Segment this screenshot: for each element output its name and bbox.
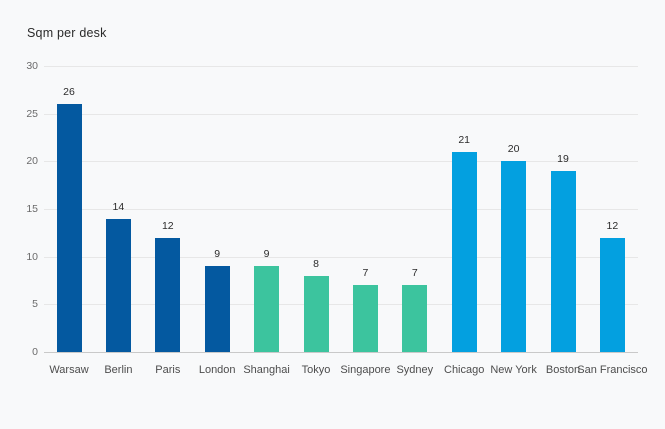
bar-paris — [155, 237, 181, 352]
bar-tokyo — [303, 275, 329, 352]
bar-warsaw — [56, 104, 82, 352]
x-axis-label-singapore: Singapore — [340, 364, 391, 376]
gridline-10 — [44, 256, 638, 258]
bar-value-label-sydney: 7 — [411, 267, 418, 280]
bar-san-francisco — [599, 237, 625, 352]
bar-value-label-paris: 12 — [161, 219, 174, 232]
bar-singapore — [352, 285, 378, 352]
bar-value-label-warsaw: 26 — [63, 86, 75, 99]
x-axis-label-tokyo: Tokyo — [301, 364, 331, 376]
y-tick-label-15: 15 — [26, 203, 38, 215]
y-tick-label-5: 5 — [32, 298, 38, 311]
bar-value-label-berlin: 14 — [112, 200, 125, 213]
x-axis-label-sydney: Sydney — [396, 364, 434, 376]
x-axis-label-new-york: New York — [490, 364, 537, 376]
y-tick-label-25: 25 — [26, 107, 38, 120]
bar-value-label-chicago: 21 — [458, 133, 471, 146]
gridline-15 — [44, 209, 638, 210]
x-axis-label-london: London — [198, 364, 236, 376]
bar-value-label-tokyo: 8 — [313, 257, 319, 270]
gridline-25 — [44, 113, 638, 115]
bar-shanghai — [254, 266, 280, 352]
x-axis-label-shanghai: Shanghai — [243, 364, 290, 376]
bar-value-label-new-york: 20 — [507, 143, 520, 156]
bar-chicago — [451, 151, 477, 352]
x-axis-label-boston: Boston — [545, 364, 581, 376]
gridline-0 — [44, 352, 638, 353]
bar-value-label-london: 9 — [214, 248, 221, 261]
bar-sydney — [402, 285, 428, 352]
x-axis-label-berlin: Berlin — [104, 364, 133, 376]
y-tick-label-30: 30 — [26, 60, 38, 72]
x-axis-label-chicago: Chicago — [444, 364, 485, 376]
bar-boston — [550, 170, 576, 352]
chart-title: Sqm per desk — [27, 26, 107, 40]
bar-new-york — [501, 161, 527, 352]
y-tick-label-0: 0 — [32, 346, 38, 358]
bar-value-label-singapore: 7 — [362, 267, 369, 280]
x-axis-label-san-francisco: San Francisco — [577, 364, 648, 376]
y-tick-label-10: 10 — [26, 250, 38, 263]
bar-value-label-shanghai: 9 — [263, 248, 270, 261]
bar-value-label-boston: 19 — [557, 152, 569, 165]
bar-value-label-san-francisco: 12 — [606, 219, 619, 232]
gridline-30 — [44, 66, 638, 67]
bar-london — [204, 266, 230, 352]
gridline-20 — [44, 161, 638, 163]
x-axis-label-warsaw: Warsaw — [49, 364, 89, 376]
x-axis-label-paris: Paris — [155, 364, 181, 376]
y-tick-label-20: 20 — [26, 155, 38, 168]
bar-berlin — [105, 218, 131, 352]
gridline-5 — [44, 304, 638, 306]
